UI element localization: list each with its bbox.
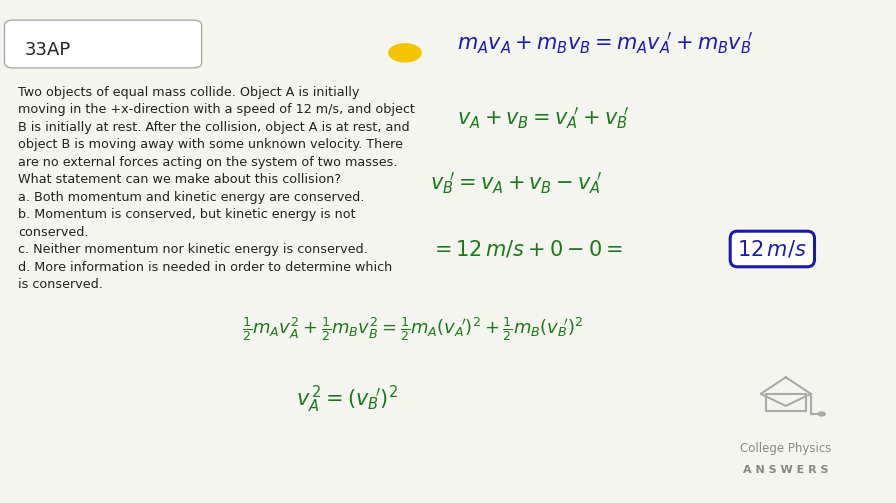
Circle shape — [389, 44, 421, 62]
Text: $m_A v_A + m_B v_B = m_A v_A\!' + m_B v_B\!'$: $m_A v_A + m_B v_B = m_A v_A\!' + m_B v_… — [457, 30, 754, 55]
Text: $v_A^{\,2} = (v_B\!')^2$: $v_A^{\,2} = (v_B\!')^2$ — [296, 384, 398, 415]
Text: $v_A + v_B = v_A\!' + v_B\!'$: $v_A + v_B = v_A\!' + v_B\!'$ — [457, 106, 630, 131]
Text: College Physics: College Physics — [740, 442, 831, 455]
Text: $\frac{1}{2}m_A v_A^2 + \frac{1}{2}m_B v_B^2 = \frac{1}{2}m_A(v_A\!')^2 + \frac{: $\frac{1}{2}m_A v_A^2 + \frac{1}{2}m_B v… — [242, 315, 583, 344]
Text: Two objects of equal mass collide. Object A is initially
moving in the +x-direct: Two objects of equal mass collide. Objec… — [18, 86, 415, 291]
Text: A N S W E R S: A N S W E R S — [743, 465, 829, 475]
FancyBboxPatch shape — [4, 20, 202, 68]
Text: $v_B\!' = v_A + v_B - v_A\!'$: $v_B\!' = v_A + v_B - v_A\!'$ — [430, 171, 603, 196]
FancyBboxPatch shape — [766, 394, 806, 411]
Text: $= 12\,m/s + 0 - 0 =$: $= 12\,m/s + 0 - 0 =$ — [430, 238, 623, 260]
Text: $12\,m/s$: $12\,m/s$ — [737, 238, 807, 260]
Text: 33AP: 33AP — [25, 41, 72, 59]
Circle shape — [818, 412, 825, 416]
